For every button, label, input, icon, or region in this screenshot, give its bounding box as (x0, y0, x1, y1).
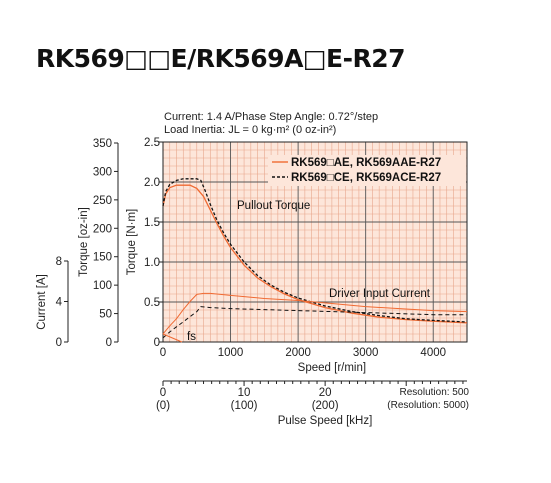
pulse-tick-label-top: 10 (238, 387, 251, 399)
current-line-2 (162, 292, 468, 335)
pulse-tick-label-top: 20 (319, 387, 332, 399)
pulse-axis-title: Pulse Speed [kHz] (278, 415, 373, 427)
conditions-line-1: Current: 1.4 A/Phase Step Angle: 0.72°/s… (164, 111, 378, 123)
pulse-tick-label-bottom: (200) (312, 400, 339, 412)
speed-axis-title: Speed [r/min] (298, 362, 366, 374)
current-tick-label: 0 (56, 337, 62, 349)
pullout-torque-label: Pullout Torque (237, 200, 310, 212)
torque-nm-tick-label: 2.5 (144, 137, 160, 149)
torque-ozin-tick-label: 350 (93, 138, 112, 150)
speed-tick-label: 0 (160, 347, 166, 359)
driver-current-label: Driver Input Current (329, 288, 431, 300)
torque-ozin-tick-label: 300 (93, 166, 112, 178)
torque-nm-tick-label: 0 (154, 337, 160, 349)
torque-nm-tick-label: 1.0 (144, 257, 160, 269)
torque-line-1 (162, 178, 468, 323)
legend-entry-1: RK569□CE, RK569ACE-R27 (291, 172, 441, 184)
current-tick-label: 4 (56, 297, 63, 309)
pulse-axis: 0(0) 10(100) 20(200) Resolution: 500 (Resolu… (156, 380, 470, 427)
fs-marker-line (162, 333, 183, 343)
plot-frame (162, 141, 468, 343)
current-line-3 (162, 306, 467, 339)
torque-ozin-tick-label: 0 (106, 337, 112, 349)
torque-nm-tick-label: 2.0 (144, 177, 160, 189)
legend-entry-0: RK569□AE, RK569AAE-R27 (291, 157, 441, 169)
conditions-line-2: Load Inertia: JL = 0 kg·m² (0 oz-in²) (164, 124, 336, 136)
torque-ozin-tick-label: 150 (93, 252, 112, 264)
torque-line-0 (162, 184, 468, 324)
torque-ozin-tick-label: 250 (93, 195, 112, 207)
pulse-tick-label-bottom: (0) (156, 400, 170, 412)
torque-nm-tick-label: 0.5 (144, 297, 160, 309)
torque-ozin-tick-label: 200 (93, 223, 112, 235)
current-tick-label: 8 (56, 256, 62, 268)
speed-tick-label: 4000 (420, 347, 446, 359)
torque-nm-tick-label: 1.5 (144, 217, 160, 229)
fs-label: fs (187, 331, 196, 343)
pulse-tick-label-bottom: (100) (231, 400, 258, 412)
torque-ozin-tick-label: 100 (93, 280, 112, 292)
torque-ozin-axis-title: Torque [oz-in] (78, 207, 90, 277)
legend: RK569□AE, RK569AAE-R27 RK569□CE, RK569ACE… (268, 155, 466, 186)
pulse-tick-label-top: 0 (160, 387, 166, 399)
x-axis: 0 1000 2000 3000 4000 Speed [r/min] (160, 347, 446, 374)
speed-tick-label: 2000 (285, 347, 311, 359)
legend-background (268, 155, 466, 186)
left-axes: 0 0.5 1.0 1.5 2.0 2.5 Torque [N·m] 0 50 100 150 200… (36, 137, 163, 349)
speed-tick-label: 1000 (218, 347, 244, 359)
resolution-label-2: (Resolution: 5000) (387, 400, 469, 411)
resolution-label-1: Resolution: 500 (400, 387, 470, 398)
chart-title: RK569□□E/RK569A□E-R27 (36, 44, 406, 73)
torque-ozin-tick-label: 50 (99, 309, 112, 321)
torque-nm-axis-title: Torque [N·m] (126, 209, 138, 275)
current-axis-title: Current [A] (36, 274, 48, 330)
speed-tick-label: 3000 (353, 347, 379, 359)
